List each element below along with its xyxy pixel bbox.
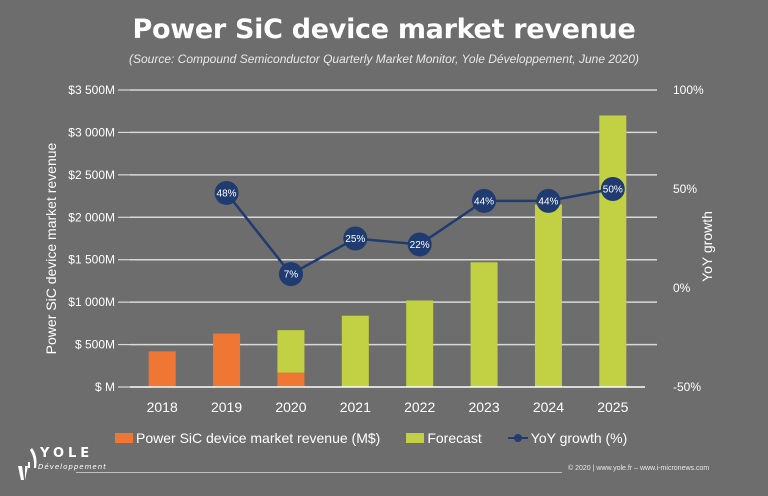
y-tick-label: $ M [95, 380, 115, 394]
yole-logo-mark-icon [18, 448, 37, 480]
bar-forecast-2022 [406, 300, 434, 387]
y-tick-label: $2 000M [68, 210, 115, 224]
legend-label-forecast: Forecast [427, 430, 482, 446]
logo-name: YOLE [40, 446, 94, 461]
yoy-data-label: 48% [217, 188, 237, 199]
x-tick-label: 2024 [533, 399, 564, 415]
legend-label-yoy: YoY growth (%) [530, 430, 628, 446]
gridlines [130, 89, 657, 346]
yoy-point [278, 262, 303, 287]
y-tick-label: $3 000M [68, 125, 115, 139]
yoy-data-label: 50% [603, 185, 623, 196]
legend-swatch-actual [115, 433, 133, 443]
bar-actual-2019 [213, 333, 241, 387]
yole-logo: YOLE Développement [16, 446, 116, 486]
yoy-line: 48% 7% 25% 22% 44% 44% 50% [214, 177, 625, 287]
yoy-point [600, 177, 625, 201]
y-tick-label: $1 500M [68, 253, 115, 267]
yoy-data-label: 7% [284, 270, 299, 281]
x-tick-label: 2018 [147, 399, 178, 415]
y-right-axis-title: YoY growth [699, 211, 715, 282]
y-tick-label: $2 500M [68, 168, 115, 182]
copyright-text: © 2020 | www.yole.fr – www.i-micronews.c… [568, 465, 710, 472]
yoy-data-label: 44% [474, 196, 494, 207]
y-right-tick-label: -50% [673, 380, 701, 394]
legend-label-actual: Power SiC device market revenue (M$) [136, 430, 381, 446]
y-tick-label: $ 500M [75, 338, 115, 352]
y-tick-label: $3 500M [68, 83, 115, 97]
y-right-tick-label: 100% [673, 83, 704, 97]
footer-divider [76, 472, 562, 473]
bar-actual-2020 [277, 372, 305, 387]
bar-forecast-2025 [599, 115, 627, 387]
yoy-point [214, 180, 239, 205]
yoy-point [536, 188, 561, 213]
legend-swatch-forecast [406, 433, 425, 443]
x-tick-label: 2025 [597, 399, 628, 415]
x-tick-label: 2020 [275, 399, 306, 415]
bar-forecast-2024 [534, 204, 562, 387]
bar-forecast-2023 [470, 262, 498, 387]
chart-subtitle: (Source: Compound Semiconductor Quarterl… [128, 52, 640, 66]
legend-item-actual: Power SiC device market revenue (M$) [115, 430, 380, 446]
yoy-data-label: 25% [345, 234, 365, 245]
bar-forecast-2020 [277, 330, 305, 373]
yoy-data-label: 22% [410, 240, 430, 251]
logo-subtitle: Développement [38, 463, 107, 471]
legend-item-yoy: YoY growth (%) [507, 430, 628, 446]
y-right-tick-label: 0% [673, 281, 691, 295]
y-axis-title: Power SiC device market revenue [43, 142, 59, 354]
y-tick-label: $1 000M [68, 295, 115, 309]
x-tick-label: 2022 [404, 399, 435, 415]
tick-labels: $ M $ 500M $1 000M $1 500M $2 000M $2 500M $3 … [43, 83, 715, 415]
yoy-point [343, 226, 368, 251]
yoy-point [472, 188, 497, 213]
chart-title: Power SiC device market revenue [132, 14, 636, 45]
yoy-point [407, 232, 432, 257]
legend-item-forecast: Forecast [406, 430, 482, 446]
x-tick-label: 2021 [340, 399, 371, 415]
legend-line-marker-icon [507, 433, 528, 443]
bar-actual-2018 [148, 351, 176, 387]
bar-forecast-2021 [341, 315, 369, 387]
axes [118, 89, 645, 388]
yoy-data-label: 44% [538, 196, 558, 207]
legend: Power SiC device market revenue (M$) For… [115, 430, 653, 446]
y-right-tick-label: 50% [673, 182, 697, 196]
bars [148, 115, 627, 387]
x-tick-label: 2019 [211, 399, 242, 415]
x-tick-label: 2023 [468, 399, 499, 415]
